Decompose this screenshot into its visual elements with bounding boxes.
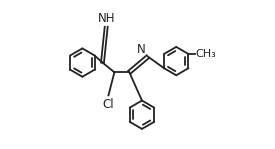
- Text: CH₃: CH₃: [196, 49, 216, 59]
- Text: N: N: [136, 43, 145, 56]
- Text: NH: NH: [98, 12, 116, 25]
- Text: Cl: Cl: [102, 98, 114, 111]
